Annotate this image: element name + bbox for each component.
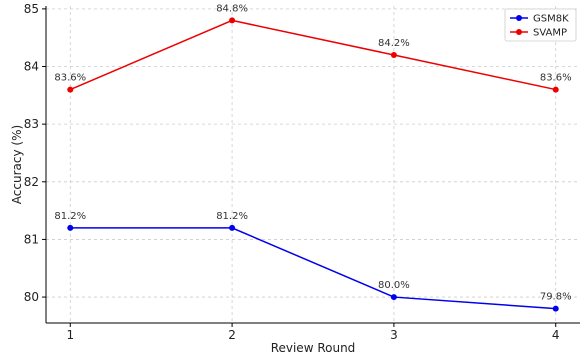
legend-marker-svamp [516,29,522,35]
series-line-gsm8k [70,227,556,310]
data-point-gsm8k [229,224,236,231]
y-tick-label: 82 [24,175,39,189]
data-label-gsm8k: 79.8% [540,292,572,303]
grid [46,6,580,323]
data-label-svamp: 84.2% [378,38,410,49]
x-tick-label: 3 [390,328,398,342]
legend-label-gsm8k: GSM8K [533,14,569,25]
series-layer: 81.2% 81.2% 80.0% 79.8% 83.6% 84.8% 84.2% 83.6% [54,3,572,312]
legend-box [504,8,577,42]
data-point-svamp [552,86,559,93]
data-point-svamp [390,51,397,58]
data-label-svamp: 83.6% [540,73,572,84]
data-point-gsm8k [390,294,397,301]
y-axis-title: Accuracy (%) [10,125,24,204]
y-tick-label: 84 [24,60,39,74]
data-label-gsm8k: 81.2% [216,211,248,222]
x-tick-label: 2 [228,328,236,342]
legend: GSM8K SVAMP [504,8,577,42]
x-tick-label: 1 [66,328,74,342]
data-point-svamp [229,17,236,24]
y-tick-label: 83 [24,117,39,131]
data-label-svamp: 83.6% [54,73,86,84]
y-tick-label: 81 [24,232,39,246]
x-tick-label: 4 [552,328,560,342]
legend-marker-gsm8k [516,15,522,21]
data-label-gsm8k: 81.2% [54,211,86,222]
data-point-svamp [67,86,74,93]
y-tick-label: 80 [24,290,39,304]
y-tick-label: 85 [24,2,39,16]
data-label-gsm8k: 80.0% [378,280,410,291]
legend-label-svamp: SVAMP [533,28,567,39]
axes: 1 2 3 4 80 81 82 83 84 85 [24,2,580,342]
x-axis-title: Review Round [271,341,356,355]
data-label-svamp: 84.8% [216,3,248,14]
data-point-gsm8k [67,224,74,231]
series-line-svamp [69,19,556,91]
data-point-gsm8k [552,305,559,312]
